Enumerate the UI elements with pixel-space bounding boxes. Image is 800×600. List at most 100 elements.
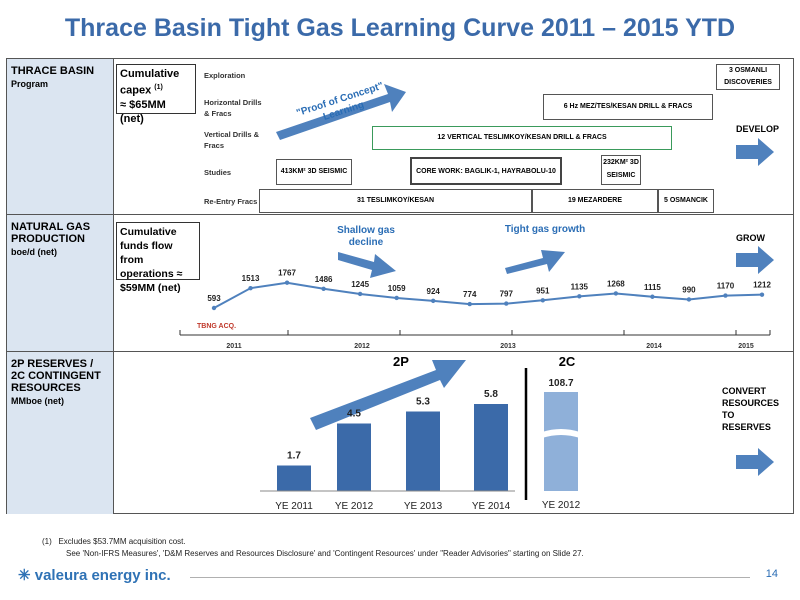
tight-gas-label: Tight gas growth [504, 224, 586, 235]
box-seismic-413: 413KM² 3D SEISMIC [276, 159, 352, 185]
production-data-label: 1170 [717, 282, 735, 291]
row-head-production-sub: boe/d (net) [11, 247, 57, 257]
production-data-label: 1115 [644, 283, 661, 292]
row-divider [7, 214, 793, 215]
row-head-production-title: NATURAL GAS PRODUCTION [11, 221, 91, 245]
production-year-label: 2015 [738, 343, 754, 350]
production-data-label: 1486 [315, 275, 333, 284]
production-point [504, 301, 509, 306]
row-head-program: THRACE BASIN Program [7, 59, 113, 214]
logo-mark-icon: ✳ [18, 567, 31, 584]
production-year-label: 2012 [354, 343, 370, 350]
activity-reentry: Re-Entry Fracs [204, 197, 258, 206]
production-data-label: 1513 [242, 274, 260, 283]
production-data-label: 1268 [607, 279, 625, 288]
capex-callout-footnote-ref: (1) [154, 84, 163, 91]
production-point [357, 291, 363, 297]
column-divider [113, 59, 114, 513]
production-year-label: 2013 [500, 343, 516, 350]
reserves-2p-category: YE 2013 [404, 501, 443, 512]
reserves-2p-category: YE 2014 [472, 501, 511, 512]
production-data-label: 924 [427, 287, 441, 296]
growth-arrow [310, 360, 466, 430]
footer-rule [190, 577, 750, 578]
box-reentry-teslimkoy: 31 TESLIMKOY/KESAN [259, 189, 532, 213]
funds-flow-callout: Cumulative funds flow from operations ≈ … [116, 222, 200, 294]
production-year-label: 2011 [226, 343, 241, 350]
row-head-program-title: THRACE BASIN [11, 65, 95, 77]
grow-arrow-icon [736, 246, 774, 274]
shallow-gas-label: Shallow gas decline [337, 225, 395, 248]
row-head-production: NATURAL GAS PRODUCTION boe/d (net) [7, 215, 113, 351]
production-point [284, 280, 290, 285]
row-head-program-sub: Program [11, 79, 49, 89]
capex-callout: Cumulative capex (1) ≈ $65MM (net) [116, 64, 196, 125]
production-data-label: 1135 [571, 282, 589, 291]
reserves-2c-axis-break [542, 429, 580, 438]
capex-callout-line1: Cumulative [120, 68, 180, 80]
capex-callout-line2: capex [120, 84, 152, 97]
2p-label: 2P [393, 354, 409, 369]
box-vertical-drills: 12 VERTICAL TESLIMKOY/KESAN DRILL & FRAC… [372, 126, 672, 150]
production-data-label: 593 [207, 294, 221, 303]
production-point [248, 285, 253, 291]
production-point [321, 286, 326, 291]
learning-arrow-shape [276, 84, 406, 140]
company-logo: ✳ valeura energy inc. [18, 566, 171, 584]
reserves-2p-value: 5.3 [416, 397, 430, 408]
reserves-2c-category: YE 2012 [542, 500, 581, 511]
activity-studies: Studies [204, 168, 232, 177]
production-point [540, 298, 545, 303]
tight-growth-arrow-icon [505, 250, 565, 274]
box-reentry-mezardere: 19 MEZARDERE [532, 189, 658, 213]
row-head-reserves: 2P RESERVES / 2C CONTINGENT RESOURCES MM… [7, 352, 113, 514]
develop-arrow-icon [736, 138, 774, 166]
logo-text: valeura energy inc. [34, 567, 171, 584]
box-seismic-232: 232KM² 3D SEISMIC [601, 155, 641, 185]
reserves-2c-bar [544, 392, 578, 491]
production-data-label: 797 [500, 290, 514, 299]
tbng-acq-label: TBNG ACQ. [197, 323, 237, 330]
production-point [613, 291, 619, 296]
production-point [723, 293, 728, 298]
content-table: THRACE BASIN Program NATURAL GAS PRODUCT… [6, 58, 794, 514]
row-divider [7, 351, 793, 352]
2c-label: 2C [558, 354, 576, 369]
production-point [759, 292, 765, 297]
production-data-label: 1059 [388, 284, 406, 293]
production-point [467, 301, 472, 307]
production-data-label: 990 [682, 285, 696, 294]
activity-exploration: Exploration [204, 71, 246, 80]
box-reentry-osmancik: 5 OSMANCIK [658, 189, 714, 213]
production-data-label: 1212 [753, 281, 771, 290]
production-point [577, 294, 582, 299]
capex-callout-line3: ≈ $65MM (net) [120, 98, 166, 125]
production-line-chart: 593 1513 1767 1486 1245 1059 924 774 797 951 1135 1… [179, 269, 771, 350]
production-point [211, 305, 217, 311]
production-data-label: 1245 [351, 280, 369, 289]
production-point [431, 298, 436, 304]
footnote-line1: Excludes $53.7MM acquisition cost. [58, 537, 186, 546]
production-data-label: 951 [536, 286, 550, 295]
reserves-2p-value: 1.7 [287, 451, 301, 462]
proof-of-concept-arrow [276, 84, 406, 140]
slide-title: Thrace Basin Tight Gas Learning Curve 20… [64, 14, 736, 42]
production-series-line [213, 281, 763, 309]
develop-label: DEVELOP [736, 124, 780, 134]
row-head-reserves-sub: MMboe (net) [11, 396, 64, 406]
grow-label: GROW [736, 233, 765, 243]
reserves-2p-value: 4.5 [347, 409, 361, 420]
activity-vertical: Vertical Drills & Fracs [204, 130, 260, 150]
box-horizontal-drills: 6 Hz MEZ/TES/KESAN DRILL & FRACS [543, 94, 713, 120]
reserves-2p-bar [277, 465, 311, 491]
footnote: (1) Excludes $53.7MM acquisition cost. S… [42, 536, 584, 560]
box-osmanli-discoveries: 3 OSMANLI DISCOVERIES [716, 64, 780, 90]
box-core-work: CORE WORK: BAGLIK-1, HAYRABOLU-10 [410, 157, 562, 185]
reserves-2p-bar [337, 423, 371, 491]
production-point [394, 295, 399, 301]
production-point [650, 294, 655, 299]
page-number: 14 [765, 568, 778, 580]
reserves-2c-value: 108.7 [548, 378, 573, 389]
production-data-label: 1767 [278, 269, 296, 278]
reserves-2p-category: YE 2012 [335, 501, 374, 512]
